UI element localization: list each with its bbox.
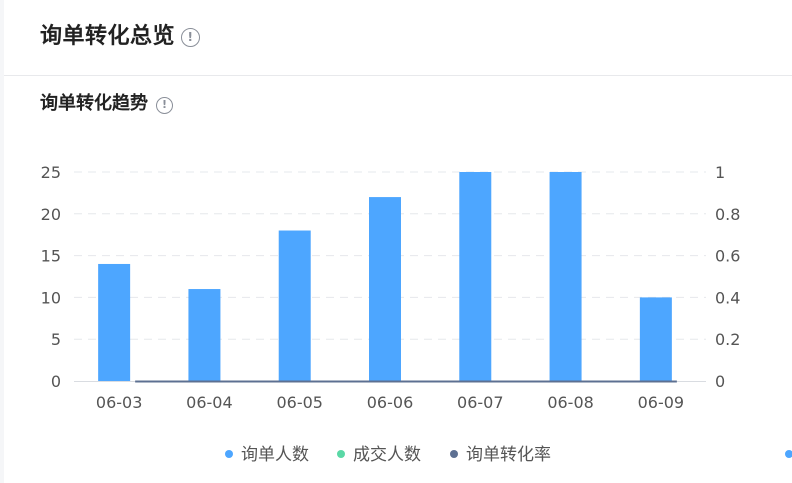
legend-marker bbox=[450, 450, 458, 458]
x-tick-label: 06-06 bbox=[367, 393, 414, 412]
bar-inquiry-count bbox=[369, 197, 401, 381]
bar-inquiry-count bbox=[639, 297, 672, 381]
y-right-tick-label: 0.6 bbox=[715, 247, 740, 266]
legend-label: 询单人数 bbox=[241, 445, 309, 465]
bar-inquiry-count bbox=[459, 172, 492, 381]
legend-marker-partial bbox=[785, 450, 792, 458]
x-tick-label: 06-07 bbox=[457, 393, 504, 412]
info-icon[interactable]: ! bbox=[181, 28, 201, 47]
y-left-tick-label: 5 bbox=[51, 330, 61, 349]
section-title-text: 询单转化趋势 bbox=[40, 93, 148, 114]
x-tick-label: 06-08 bbox=[547, 393, 594, 412]
y-left-tick-label: 25 bbox=[41, 163, 61, 182]
x-tick-label: 06-05 bbox=[276, 393, 323, 412]
bar-inquiry-count bbox=[98, 263, 131, 381]
card-header: 询单转化总览! bbox=[4, 0, 792, 76]
y-right-tick-label: 1 bbox=[715, 163, 725, 182]
bar-inquiry-count bbox=[549, 172, 582, 381]
y-right-tick-label: 0.4 bbox=[715, 288, 740, 307]
y-left-tick-label: 20 bbox=[41, 205, 61, 224]
legend-label: 成交人数 bbox=[353, 445, 421, 465]
y-right-tick-label: 0 bbox=[715, 372, 725, 391]
y-right-tick-label: 0.2 bbox=[715, 330, 740, 349]
x-tick-label: 06-03 bbox=[96, 393, 143, 412]
bar-inquiry-count bbox=[188, 289, 221, 381]
x-tick-label: 06-04 bbox=[186, 393, 233, 412]
section-title: 询单转化趋势! bbox=[40, 89, 173, 115]
y-left-tick-label: 15 bbox=[41, 247, 61, 266]
info-icon[interactable]: ! bbox=[156, 97, 173, 114]
page-title: 询单转化总览! bbox=[40, 18, 201, 50]
y-right-tick-label: 0.8 bbox=[715, 205, 740, 224]
x-tick-label: 06-09 bbox=[638, 393, 685, 412]
y-left-tick-label: 10 bbox=[41, 288, 61, 307]
legend-label: 询单转化率 bbox=[466, 445, 551, 465]
bar-inquiry-count bbox=[278, 230, 311, 381]
legend-marker bbox=[225, 450, 233, 458]
legend-marker bbox=[337, 450, 345, 458]
y-left-tick-label: 0 bbox=[51, 372, 61, 391]
page-title-text: 询单转化总览 bbox=[40, 24, 176, 49]
